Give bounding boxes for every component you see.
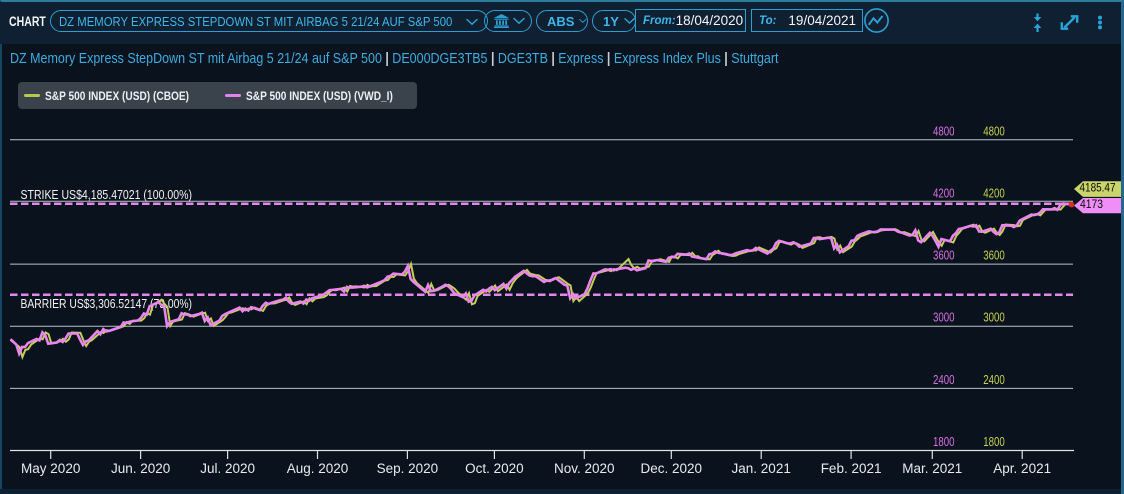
svg-text:Mar. 2021: Mar. 2021 (902, 461, 962, 476)
svg-text:BARRIER US$3,306.52147 (79.00%: BARRIER US$3,306.52147 (79.00%) (21, 297, 193, 311)
svg-text:Feb. 2021: Feb. 2021 (821, 461, 882, 476)
svg-text:1800: 1800 (983, 434, 1005, 449)
svg-text:2400: 2400 (983, 372, 1005, 387)
svg-text:May 2020: May 2020 (21, 461, 80, 476)
svg-text:Jul. 2020: Jul. 2020 (200, 461, 255, 476)
svg-text:4173: 4173 (1080, 197, 1103, 211)
svg-text:Jun. 2020: Jun. 2020 (111, 461, 170, 476)
svg-text:4800: 4800 (983, 123, 1005, 138)
svg-text:4200: 4200 (933, 185, 955, 200)
svg-text:STRIKE US$4,185.47021 (100.00%: STRIKE US$4,185.47021 (100.00%) (21, 188, 193, 202)
svg-text:1800: 1800 (933, 434, 955, 449)
svg-text:Jan. 2021: Jan. 2021 (732, 461, 791, 476)
svg-text:Aug. 2020: Aug. 2020 (287, 461, 349, 476)
svg-text:Dec. 2020: Dec. 2020 (641, 461, 703, 476)
svg-text:3600: 3600 (933, 248, 955, 263)
svg-text:3000: 3000 (933, 310, 955, 325)
svg-text:3000: 3000 (983, 310, 1005, 325)
svg-text:Apr. 2021: Apr. 2021 (993, 461, 1051, 476)
svg-text:Oct. 2020: Oct. 2020 (465, 461, 524, 476)
svg-text:Nov. 2020: Nov. 2020 (554, 461, 615, 476)
svg-text:4200: 4200 (983, 185, 1005, 200)
svg-text:Sep. 2020: Sep. 2020 (377, 461, 439, 476)
svg-text:3600: 3600 (983, 248, 1005, 263)
svg-text:2400: 2400 (933, 372, 955, 387)
svg-text:4800: 4800 (933, 123, 955, 138)
svg-text:4185.47: 4185.47 (1080, 181, 1116, 195)
